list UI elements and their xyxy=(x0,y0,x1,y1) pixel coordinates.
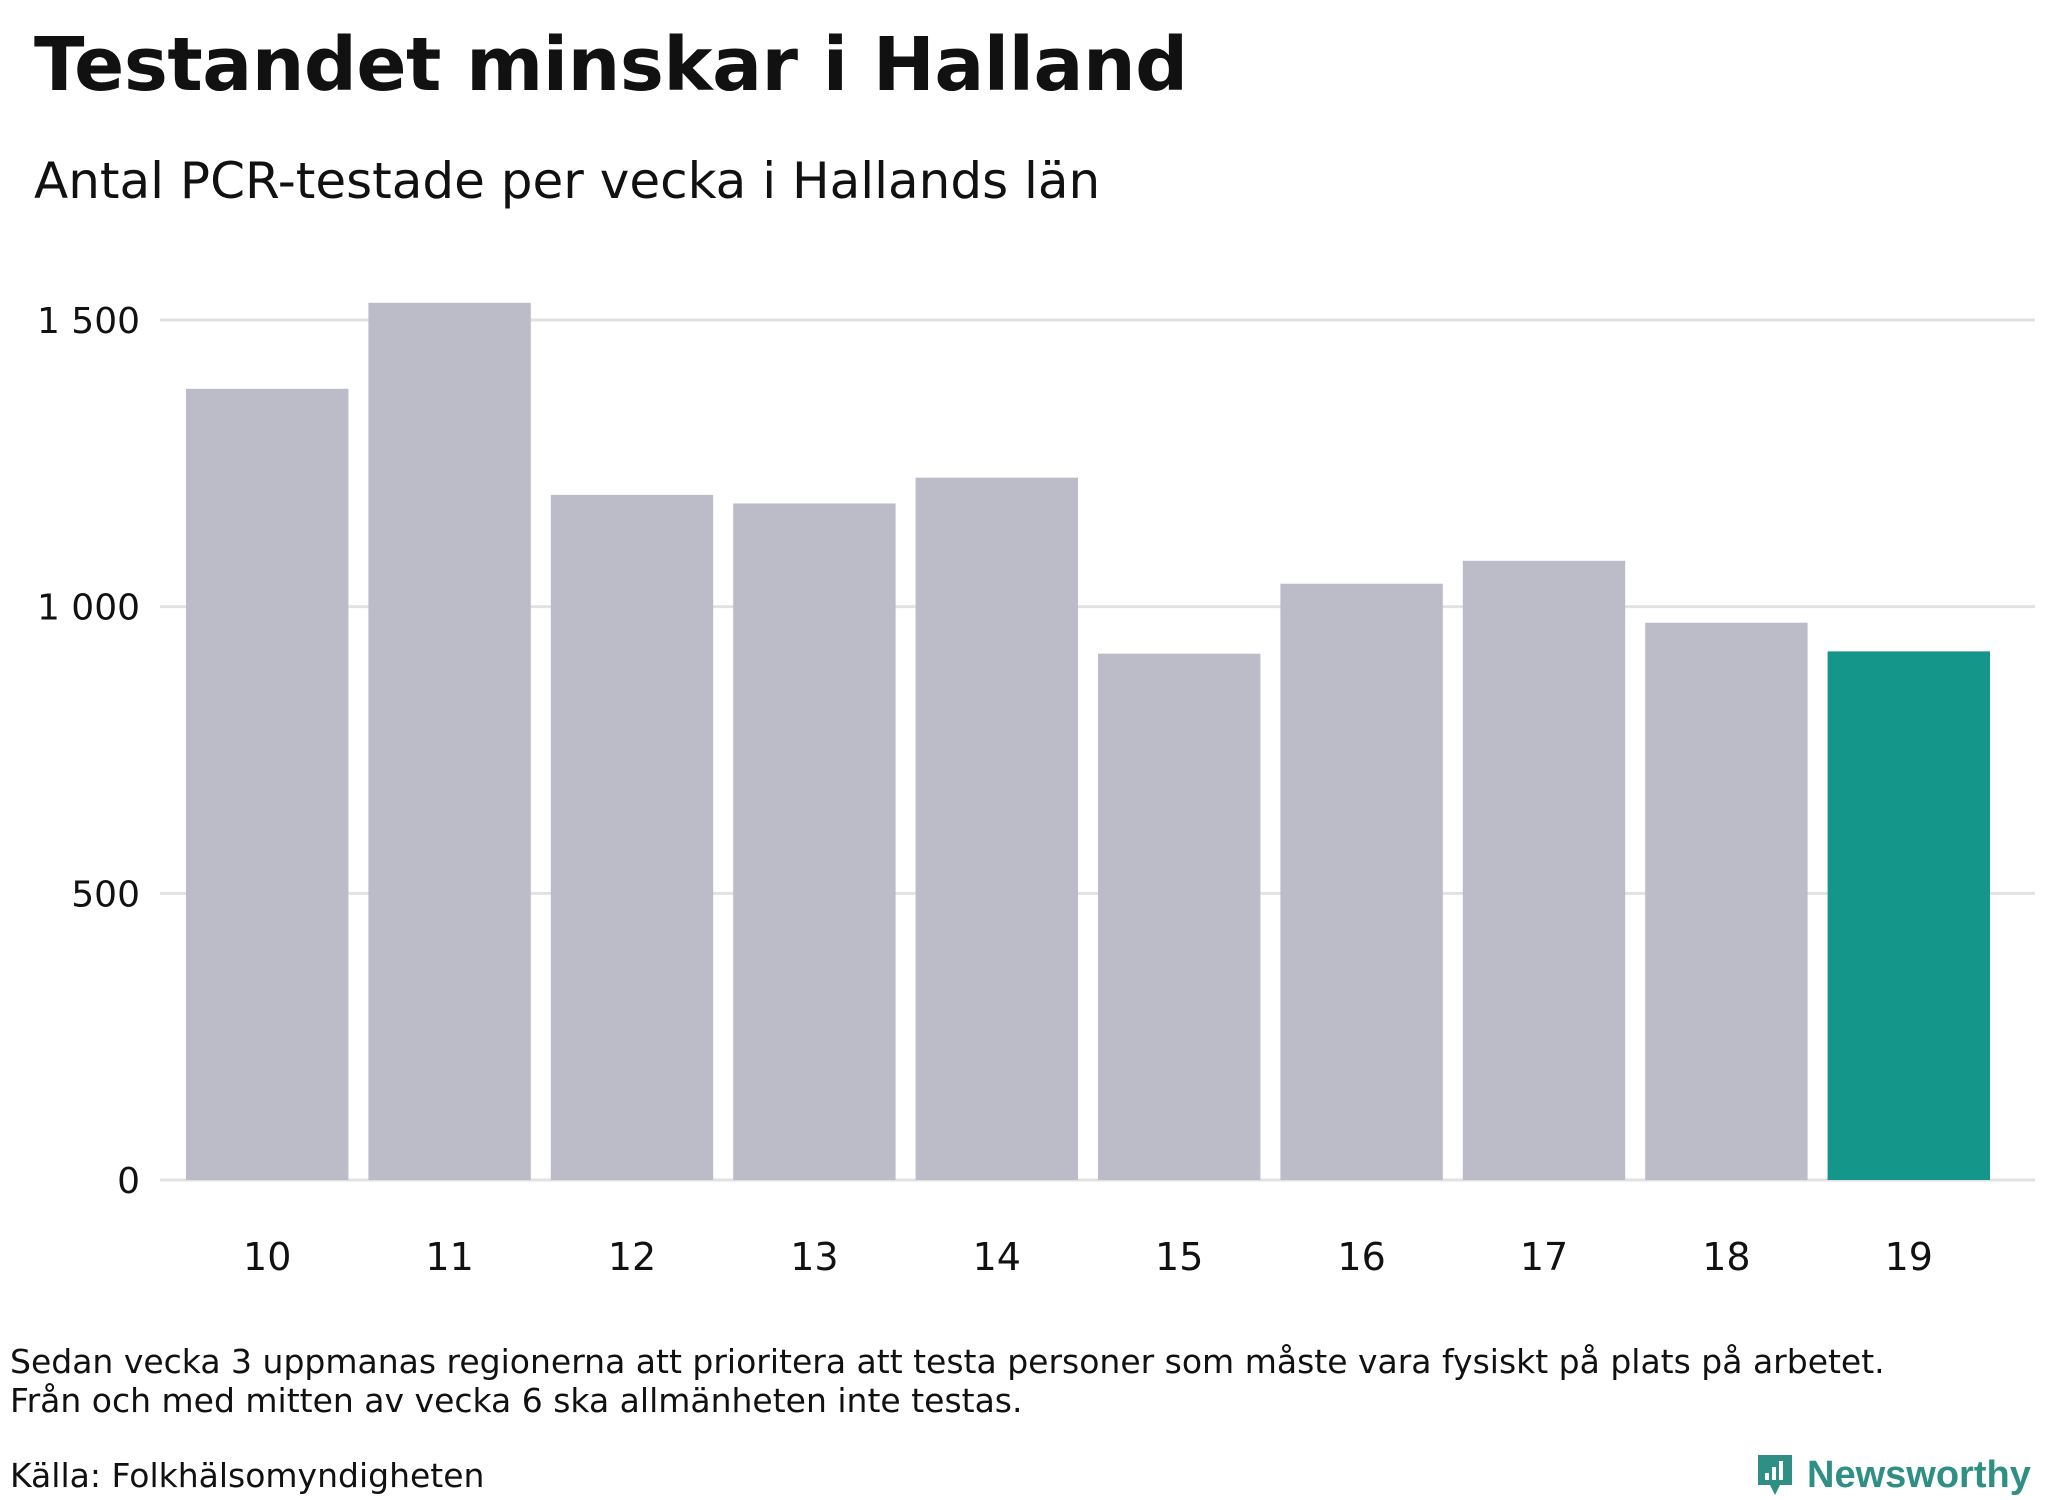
source-label: Källa: Folkhälsomyndigheten xyxy=(10,1456,485,1495)
x-tick-label: 15 xyxy=(1155,1235,1203,1279)
bar-week-12 xyxy=(550,494,714,1180)
x-axis-tick-labels: 10 11 12 13 14 15 16 17 18 19 xyxy=(243,1235,1933,1279)
y-tick-label: 500 xyxy=(71,874,140,915)
bar-week-14 xyxy=(915,477,1078,1180)
y-tick-label: 0 xyxy=(117,1161,140,1202)
bar-week-18 xyxy=(1645,622,1808,1180)
chart-notes: Sedan vecka 3 uppmanas regionerna att pr… xyxy=(10,1342,1885,1420)
bar-chart: 0 500 1 000 1 500 10 11 12 13 14 15 16 17 18 19 xyxy=(37,301,2035,1279)
bar-week-19 xyxy=(1827,651,1990,1180)
x-tick-label: 13 xyxy=(790,1235,838,1279)
bar-week-16 xyxy=(1280,583,1443,1180)
note-line-1: Sedan vecka 3 uppmanas regionerna att pr… xyxy=(10,1342,1885,1381)
bar-week-10 xyxy=(186,388,349,1180)
note-line-2: Från och med mitten av vecka 6 ska allmä… xyxy=(10,1381,1023,1420)
y-tick-label: 1 000 xyxy=(37,588,140,629)
chart-subtitle: Antal PCR-testade per vecka i Hallands l… xyxy=(34,152,1101,210)
x-tick-label: 11 xyxy=(425,1235,473,1279)
x-tick-label: 17 xyxy=(1520,1235,1568,1279)
bar-week-17 xyxy=(1462,560,1626,1180)
newsworthy-logo-icon xyxy=(1758,1455,1792,1495)
bar-week-11 xyxy=(368,302,531,1180)
chart-title: Testandet minskar i Halland xyxy=(34,22,1188,108)
x-tick-label: 16 xyxy=(1337,1235,1385,1279)
bar-week-13 xyxy=(733,503,896,1180)
x-tick-label: 12 xyxy=(608,1235,656,1279)
y-axis-tick-labels: 0 500 1 000 1 500 xyxy=(37,301,140,1202)
bars xyxy=(186,302,1990,1180)
x-tick-label: 19 xyxy=(1885,1235,1933,1279)
x-tick-label: 14 xyxy=(973,1235,1021,1279)
bar-week-15 xyxy=(1098,653,1261,1180)
y-tick-label: 1 500 xyxy=(37,301,140,342)
x-tick-label: 10 xyxy=(243,1235,291,1279)
brand-logo: Newsworthy xyxy=(1755,1452,2031,1498)
brand-name: Newsworthy xyxy=(1807,1453,2031,1496)
x-tick-label: 18 xyxy=(1702,1235,1750,1279)
